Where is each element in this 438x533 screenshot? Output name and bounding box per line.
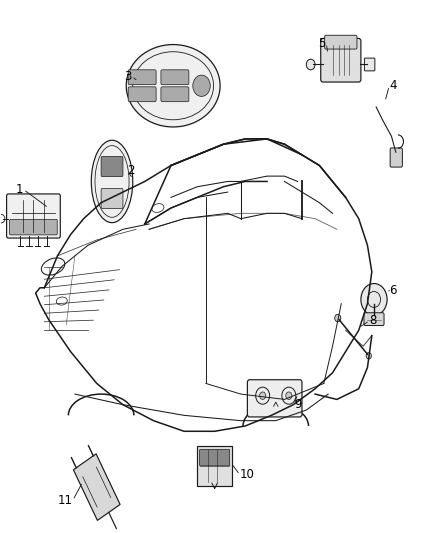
FancyBboxPatch shape [321,38,361,82]
FancyBboxPatch shape [364,58,375,71]
Text: 10: 10 [240,469,255,481]
FancyBboxPatch shape [161,70,189,85]
FancyBboxPatch shape [247,379,302,417]
Circle shape [306,59,315,70]
Ellipse shape [91,140,133,223]
FancyBboxPatch shape [101,157,123,176]
FancyBboxPatch shape [200,449,230,466]
Polygon shape [74,454,120,520]
FancyBboxPatch shape [10,220,57,235]
Circle shape [335,314,341,322]
Text: 5: 5 [318,37,326,50]
FancyBboxPatch shape [161,87,189,102]
FancyBboxPatch shape [364,313,384,326]
FancyBboxPatch shape [390,148,403,167]
Text: 8: 8 [370,314,377,327]
FancyBboxPatch shape [325,35,357,49]
FancyBboxPatch shape [198,446,232,486]
Ellipse shape [126,45,220,127]
Circle shape [361,284,387,316]
FancyBboxPatch shape [101,188,123,208]
Text: 11: 11 [58,494,73,507]
Text: 3: 3 [124,70,132,83]
Text: 9: 9 [294,398,302,411]
Circle shape [193,75,210,96]
Circle shape [286,392,292,399]
Text: 6: 6 [389,284,397,297]
FancyBboxPatch shape [128,87,156,102]
FancyBboxPatch shape [7,194,60,238]
Text: 2: 2 [127,164,135,177]
Ellipse shape [152,204,164,213]
FancyBboxPatch shape [128,70,156,85]
Text: 4: 4 [389,79,397,92]
Circle shape [366,353,371,359]
Text: 1: 1 [16,183,23,196]
Circle shape [260,392,266,399]
